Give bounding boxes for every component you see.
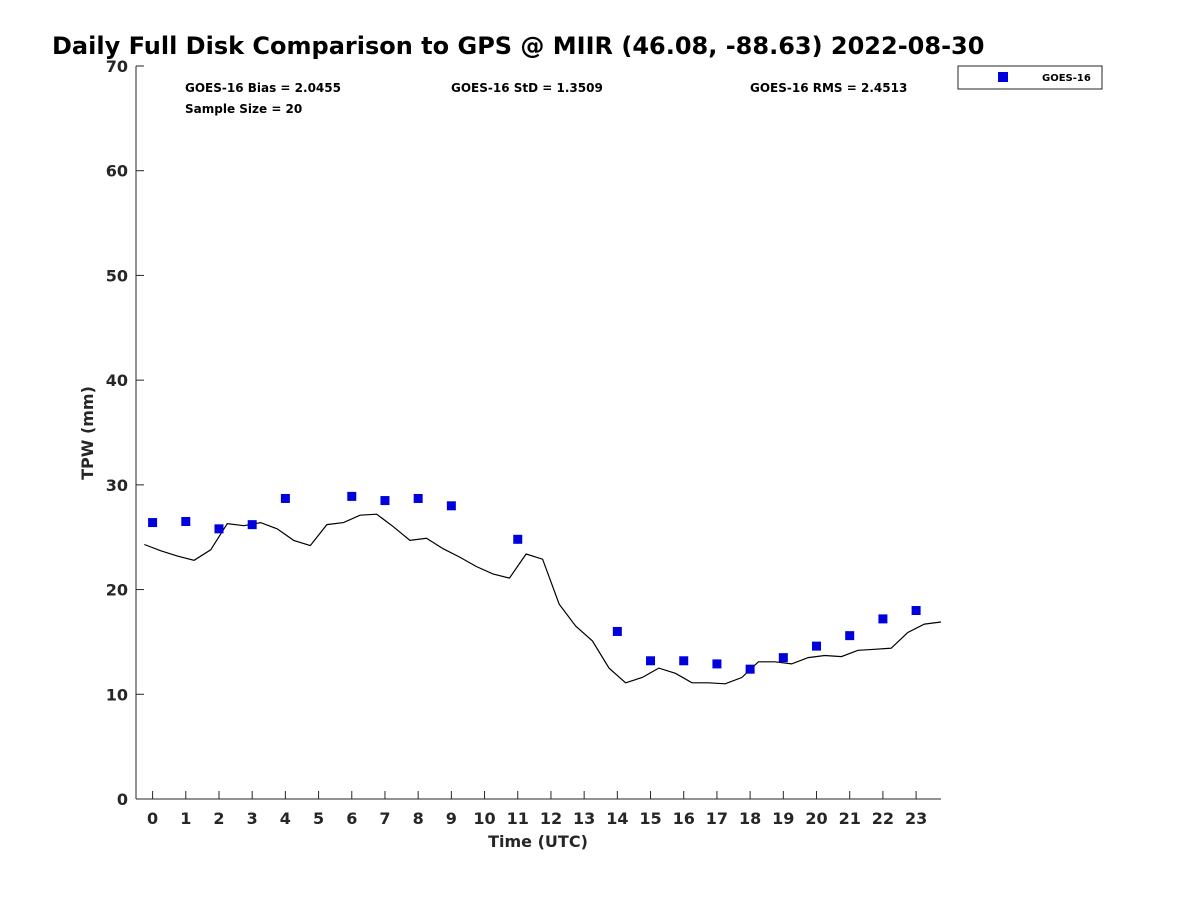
chart-title: Daily Full Disk Comparison to GPS @ MIIR… <box>52 32 984 60</box>
x-tick-label: 22 <box>872 809 894 828</box>
goes16-point <box>247 520 257 530</box>
legend: GOES-16 <box>957 65 1103 90</box>
x-axis-label: Time (UTC) <box>488 832 588 851</box>
y-tick-label: 30 <box>106 476 128 495</box>
goes16-point <box>148 518 158 528</box>
x-ticks: 0 1 2 3 4 5 6 7 8 9 10 11 12 13 14 15 16 17 18 19 20 21 22 23 <box>147 791 927 828</box>
goes16-points-layer <box>148 491 921 674</box>
goes16-point <box>280 493 290 503</box>
gps-tpw-line <box>144 513 942 685</box>
rms-stat: GOES-16 RMS = 2.4513 <box>750 81 907 95</box>
x-tick-label: 15 <box>639 809 661 828</box>
x-tick-label: 19 <box>772 809 794 828</box>
goes16-point <box>413 493 423 503</box>
legend-label: GOES-16 <box>1042 73 1091 84</box>
goes16-point <box>347 491 357 501</box>
x-tick-label: 18 <box>739 809 761 828</box>
x-tick-label: 20 <box>805 809 827 828</box>
y-tick-label: 20 <box>106 581 128 600</box>
y-tick-label: 60 <box>106 162 128 181</box>
y-tick-label: 10 <box>106 685 128 704</box>
goes16-point <box>214 524 224 534</box>
goes16-point <box>612 626 622 636</box>
x-tick-label: 17 <box>706 809 728 828</box>
x-tick-label: 14 <box>606 809 628 828</box>
goes16-point <box>878 614 888 624</box>
goes16-point <box>446 501 456 511</box>
x-tick-label: 11 <box>507 809 529 828</box>
legend-marker <box>998 72 1008 82</box>
x-tick-label: 9 <box>446 809 457 828</box>
x-tick-label: 21 <box>839 809 861 828</box>
x-tick-label: 7 <box>379 809 390 828</box>
x-tick-label: 12 <box>540 809 562 828</box>
x-tick-label: 4 <box>280 809 291 828</box>
goes16-point <box>778 653 788 663</box>
goes16-point <box>812 641 822 651</box>
goes16-point <box>181 517 191 527</box>
std-stat: GOES-16 StD = 1.3509 <box>451 81 603 95</box>
x-tick-label: 8 <box>413 809 424 828</box>
goes16-point <box>679 656 689 666</box>
goes16-point <box>845 631 855 641</box>
x-tick-label: 1 <box>180 809 191 828</box>
y-ticks: 0 10 20 30 40 50 60 70 <box>106 57 144 809</box>
x-tick-label: 16 <box>673 809 695 828</box>
y-tick-label: 50 <box>106 266 128 285</box>
x-tick-label: 23 <box>905 809 927 828</box>
gps-line-layer <box>144 513 942 685</box>
x-tick-label: 5 <box>313 809 324 828</box>
sample-size-stat: Sample Size = 20 <box>185 102 302 116</box>
x-tick-label: 2 <box>213 809 224 828</box>
goes16-point <box>911 606 921 616</box>
axes <box>135 66 941 800</box>
goes16-point <box>513 534 523 544</box>
x-tick-label: 0 <box>147 809 158 828</box>
bias-stat: GOES-16 Bias = 2.0455 <box>185 81 341 95</box>
goes16-point <box>712 659 722 669</box>
goes16-point <box>380 496 390 506</box>
goes16-point <box>745 664 755 674</box>
x-tick-label: 13 <box>573 809 595 828</box>
y-axis-label: TPW (mm) <box>78 386 97 480</box>
x-tick-label: 10 <box>473 809 495 828</box>
y-tick-label: 40 <box>106 371 128 390</box>
legend-box <box>957 65 1103 90</box>
goes16-point <box>646 656 656 666</box>
y-tick-label: 70 <box>106 57 128 76</box>
x-tick-label: 3 <box>247 809 258 828</box>
x-tick-label: 6 <box>346 809 357 828</box>
y-tick-label: 0 <box>117 790 128 809</box>
